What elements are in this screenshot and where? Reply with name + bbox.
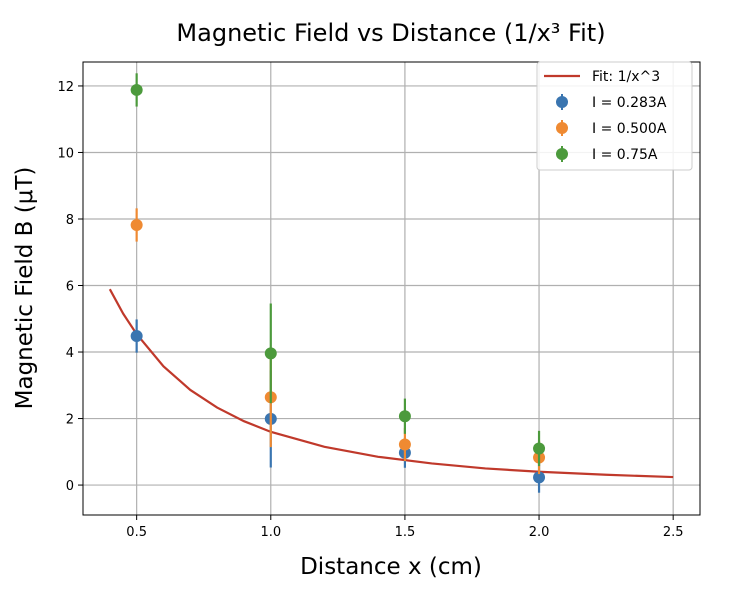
plot-frame — [82, 61, 701, 516]
legend: Fit: 1/x^3 I = 0.283A I = 0.500A I = 0.75A — [536, 61, 693, 171]
data-point — [398, 438, 411, 451]
data-point — [533, 442, 546, 455]
ticks: 0.5 1.0 1.5 2.0 2.5 0 2 4 6 8 10 12 — [57, 80, 683, 540]
data-point — [398, 410, 411, 423]
chart-title: Magnetic Field vs Distance (1/x³ Fit) — [176, 19, 605, 47]
y-tick-label: 4 — [66, 346, 74, 361]
legend-swatch-marker — [556, 96, 568, 108]
x-tick-label: 0.5 — [126, 525, 147, 540]
y-tick-label: 0 — [66, 479, 74, 494]
y-tick-label: 6 — [66, 280, 74, 295]
grid — [83, 62, 700, 515]
data-point — [533, 471, 546, 484]
x-tick-label: 2.5 — [663, 525, 684, 540]
legend-label: Fit: 1/x^3 — [592, 69, 660, 85]
y-tick-label: 2 — [66, 413, 74, 428]
legend-label: I = 0.283A — [592, 95, 667, 111]
data-point — [130, 330, 143, 343]
data-point — [264, 347, 277, 360]
y-tick-label: 12 — [57, 80, 74, 95]
legend-box — [536, 61, 693, 171]
data-point — [130, 218, 143, 231]
data-point — [130, 83, 143, 96]
y-tick-label: 10 — [57, 146, 74, 161]
data-points — [130, 73, 546, 493]
y-axis-label: Magnetic Field B (μT) — [12, 167, 38, 410]
x-tick-label: 2.0 — [529, 525, 550, 540]
x-tick-label: 1.5 — [395, 525, 416, 540]
x-axis-label: Distance x (cm) — [300, 554, 482, 580]
legend-label: I = 0.75A — [592, 147, 658, 163]
fit-curve — [108, 288, 674, 479]
legend-label: I = 0.500A — [592, 121, 667, 137]
y-tick-label: 8 — [66, 213, 74, 228]
x-tick-label: 1.0 — [260, 525, 281, 540]
legend-swatch-marker — [556, 148, 568, 160]
fit-line — [108, 288, 674, 479]
legend-swatch-marker — [556, 122, 568, 134]
